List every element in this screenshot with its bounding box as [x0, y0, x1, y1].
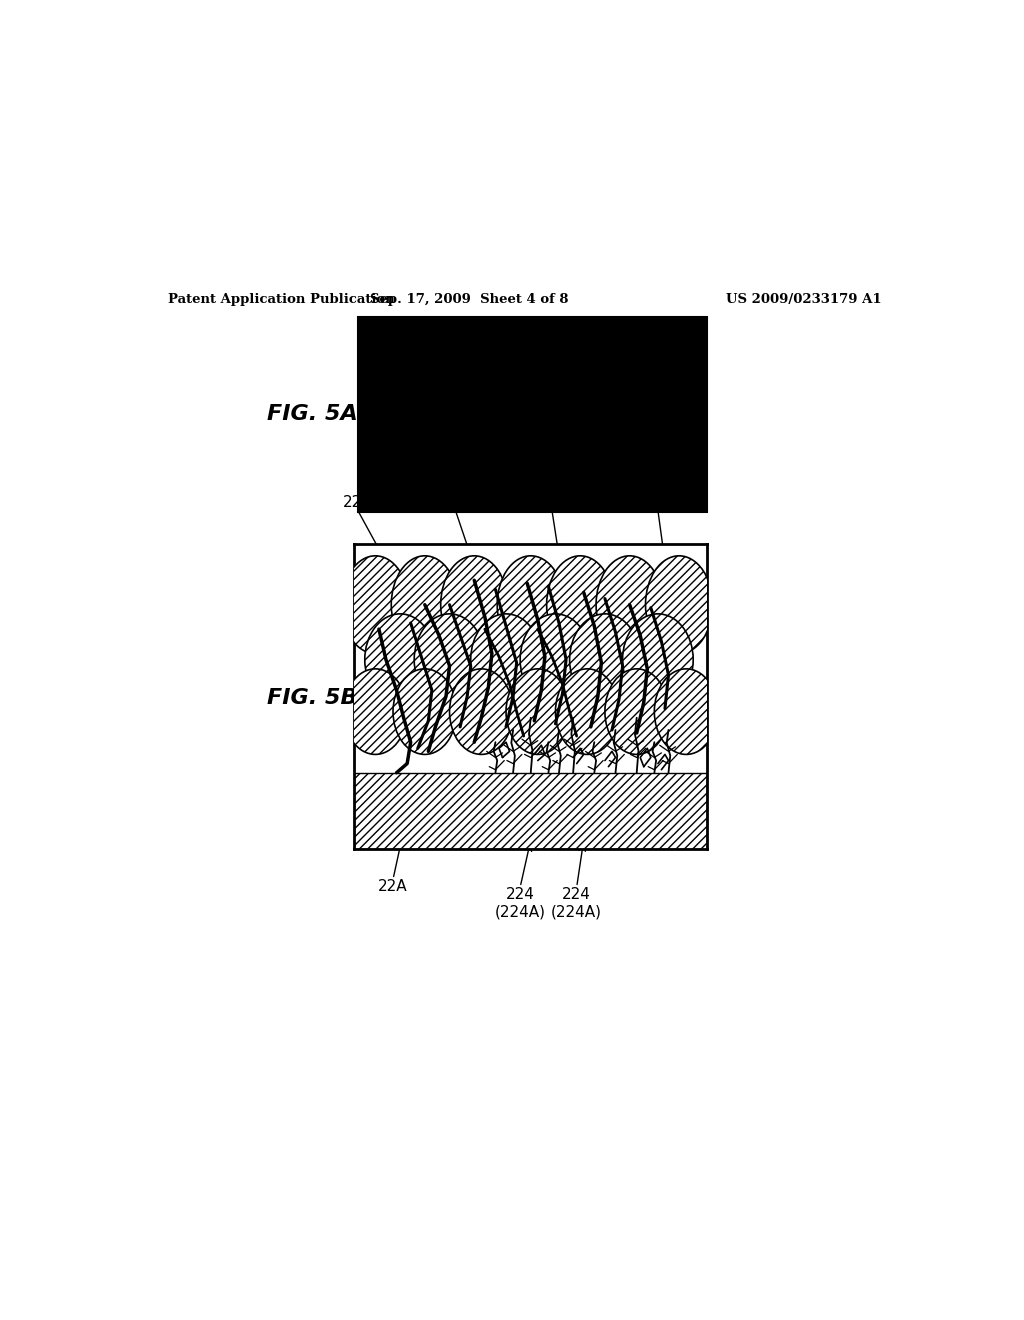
Ellipse shape — [596, 556, 664, 653]
Text: Sep. 17, 2009  Sheet 4 of 8: Sep. 17, 2009 Sheet 4 of 8 — [370, 293, 568, 306]
Ellipse shape — [415, 614, 484, 705]
Text: FIG. 5B: FIG. 5B — [267, 688, 357, 709]
Ellipse shape — [623, 614, 693, 705]
Ellipse shape — [365, 614, 435, 705]
Ellipse shape — [393, 669, 457, 755]
Text: 224
(224A): 224 (224A) — [495, 887, 546, 920]
Ellipse shape — [342, 556, 409, 653]
Ellipse shape — [344, 669, 408, 755]
Text: FIG. 5A: FIG. 5A — [267, 404, 357, 424]
Ellipse shape — [498, 556, 564, 653]
Text: Patent Application Publication: Patent Application Publication — [168, 293, 394, 306]
Ellipse shape — [555, 669, 620, 755]
Ellipse shape — [547, 556, 613, 653]
Ellipse shape — [391, 556, 459, 653]
Ellipse shape — [520, 614, 591, 705]
Ellipse shape — [645, 556, 713, 653]
Ellipse shape — [440, 556, 508, 653]
Ellipse shape — [506, 669, 569, 755]
Ellipse shape — [471, 614, 542, 705]
Text: 22B: 22B — [343, 495, 373, 511]
Ellipse shape — [569, 614, 640, 705]
Text: 225: 225 — [643, 495, 673, 511]
Ellipse shape — [450, 669, 513, 755]
Ellipse shape — [654, 669, 718, 755]
Ellipse shape — [605, 669, 669, 755]
Text: 224
(224B): 224 (224B) — [424, 461, 475, 492]
Bar — [358, 317, 708, 512]
Text: 224
(224A): 224 (224A) — [551, 887, 602, 920]
Bar — [354, 772, 708, 849]
Text: 22A: 22A — [378, 879, 408, 894]
Text: 221: 221 — [538, 495, 566, 511]
Text: US 2009/0233179 A1: US 2009/0233179 A1 — [726, 293, 882, 306]
